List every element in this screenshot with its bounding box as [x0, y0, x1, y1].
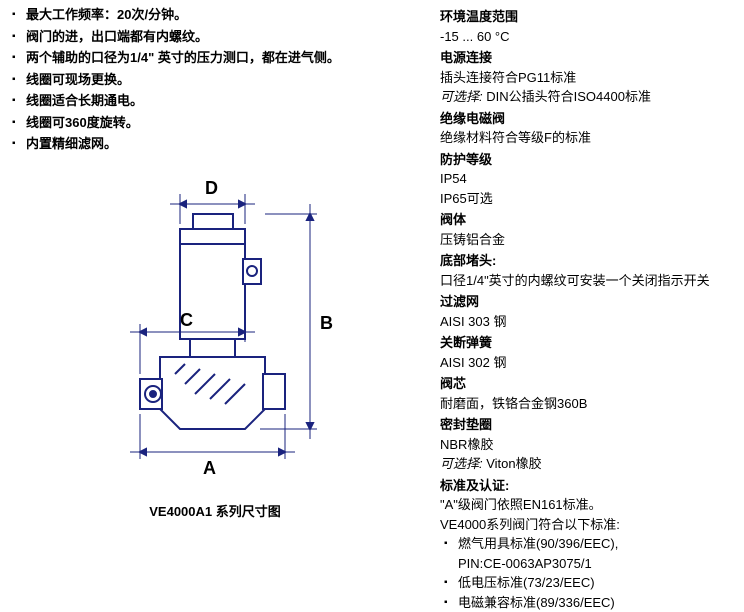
spec-heading: 电源连接 [440, 48, 730, 68]
standards-item: 电磁兼容标准(89/336/EEC) [444, 593, 730, 612]
feature-item: 线圈适合长期通电。 [10, 91, 420, 111]
spec-heading: 绝缘电磁阀 [440, 109, 730, 129]
spec-heading: 关断弹簧 [440, 333, 730, 353]
spec-value: 压铸铝合金 [440, 230, 730, 250]
dimension-diagram: D C A B VE4000A1 系列尺寸图 [10, 174, 420, 522]
standards-list: 燃气用具标准(90/396/EEC),PIN:CE-0063AP3075/1 低… [440, 534, 730, 612]
feature-item: 最大工作频率：20次/分钟。 [10, 5, 420, 25]
spec-value: NBR橡胶 [440, 435, 730, 455]
spec-value: -15 ... 60 °C [440, 27, 730, 47]
spec-value: 口径1/4"英寸的内螺纹可安装一个关闭指示开关 [440, 271, 730, 291]
valve-diagram-svg: D C A B [85, 174, 345, 494]
spec-value: IP65可选 [440, 189, 730, 209]
spec-heading: 过滤网 [440, 292, 730, 312]
spec-value: AISI 303 钢 [440, 312, 730, 332]
spec-heading: 阀体 [440, 210, 730, 230]
spec-heading: 标准及认证: [440, 476, 730, 496]
feature-item: 线圈可360度旋转。 [10, 113, 420, 133]
spec-heading: 密封垫圈 [440, 415, 730, 435]
feature-item: 线圈可现场更换。 [10, 70, 420, 90]
spec-value: IP54 [440, 169, 730, 189]
feature-item: 阀门的进，出口端都有内螺纹。 [10, 27, 420, 47]
dim-label-c: C [180, 310, 193, 330]
standards-item: 低电压标准(73/23/EEC) [444, 573, 730, 593]
spec-value: VE4000系列阀门符合以下标准: [440, 515, 730, 535]
spec-heading: 底部堵头: [440, 251, 730, 271]
dim-label-d: D [205, 178, 218, 198]
diagram-caption: VE4000A1 系列尺寸图 [10, 502, 420, 522]
spec-value: 耐磨面，铁铬合金钢360B [440, 394, 730, 414]
spec-value: 插头连接符合PG11标准 [440, 68, 730, 88]
spec-value: "A"级阀门依照EN161标准。 [440, 495, 730, 515]
spec-value: 可选择: Viton橡胶 [440, 454, 730, 474]
feature-item: 内置精细滤网。 [10, 134, 420, 154]
spec-value: AISI 302 钢 [440, 353, 730, 373]
spec-heading: 阀芯 [440, 374, 730, 394]
spec-heading: 防护等级 [440, 150, 730, 170]
spec-column: 环境温度范围-15 ... 60 °C电源连接插头连接符合PG11标准可选择: … [440, 5, 730, 612]
spec-value: 绝缘材料符合等级F的标准 [440, 128, 730, 148]
dim-label-a: A [203, 458, 216, 478]
feature-item: 两个辅助的口径为1/4" 英寸的压力测口，都在进气侧。 [10, 48, 420, 68]
standards-item: 燃气用具标准(90/396/EEC),PIN:CE-0063AP3075/1 [444, 534, 730, 573]
spec-heading: 环境温度范围 [440, 7, 730, 27]
spec-value: 可选择: DIN公插头符合ISO4400标准 [440, 87, 730, 107]
dim-label-b: B [320, 313, 333, 333]
feature-list: 最大工作频率：20次/分钟。 阀门的进，出口端都有内螺纹。 两个辅助的口径为1/… [10, 5, 420, 154]
